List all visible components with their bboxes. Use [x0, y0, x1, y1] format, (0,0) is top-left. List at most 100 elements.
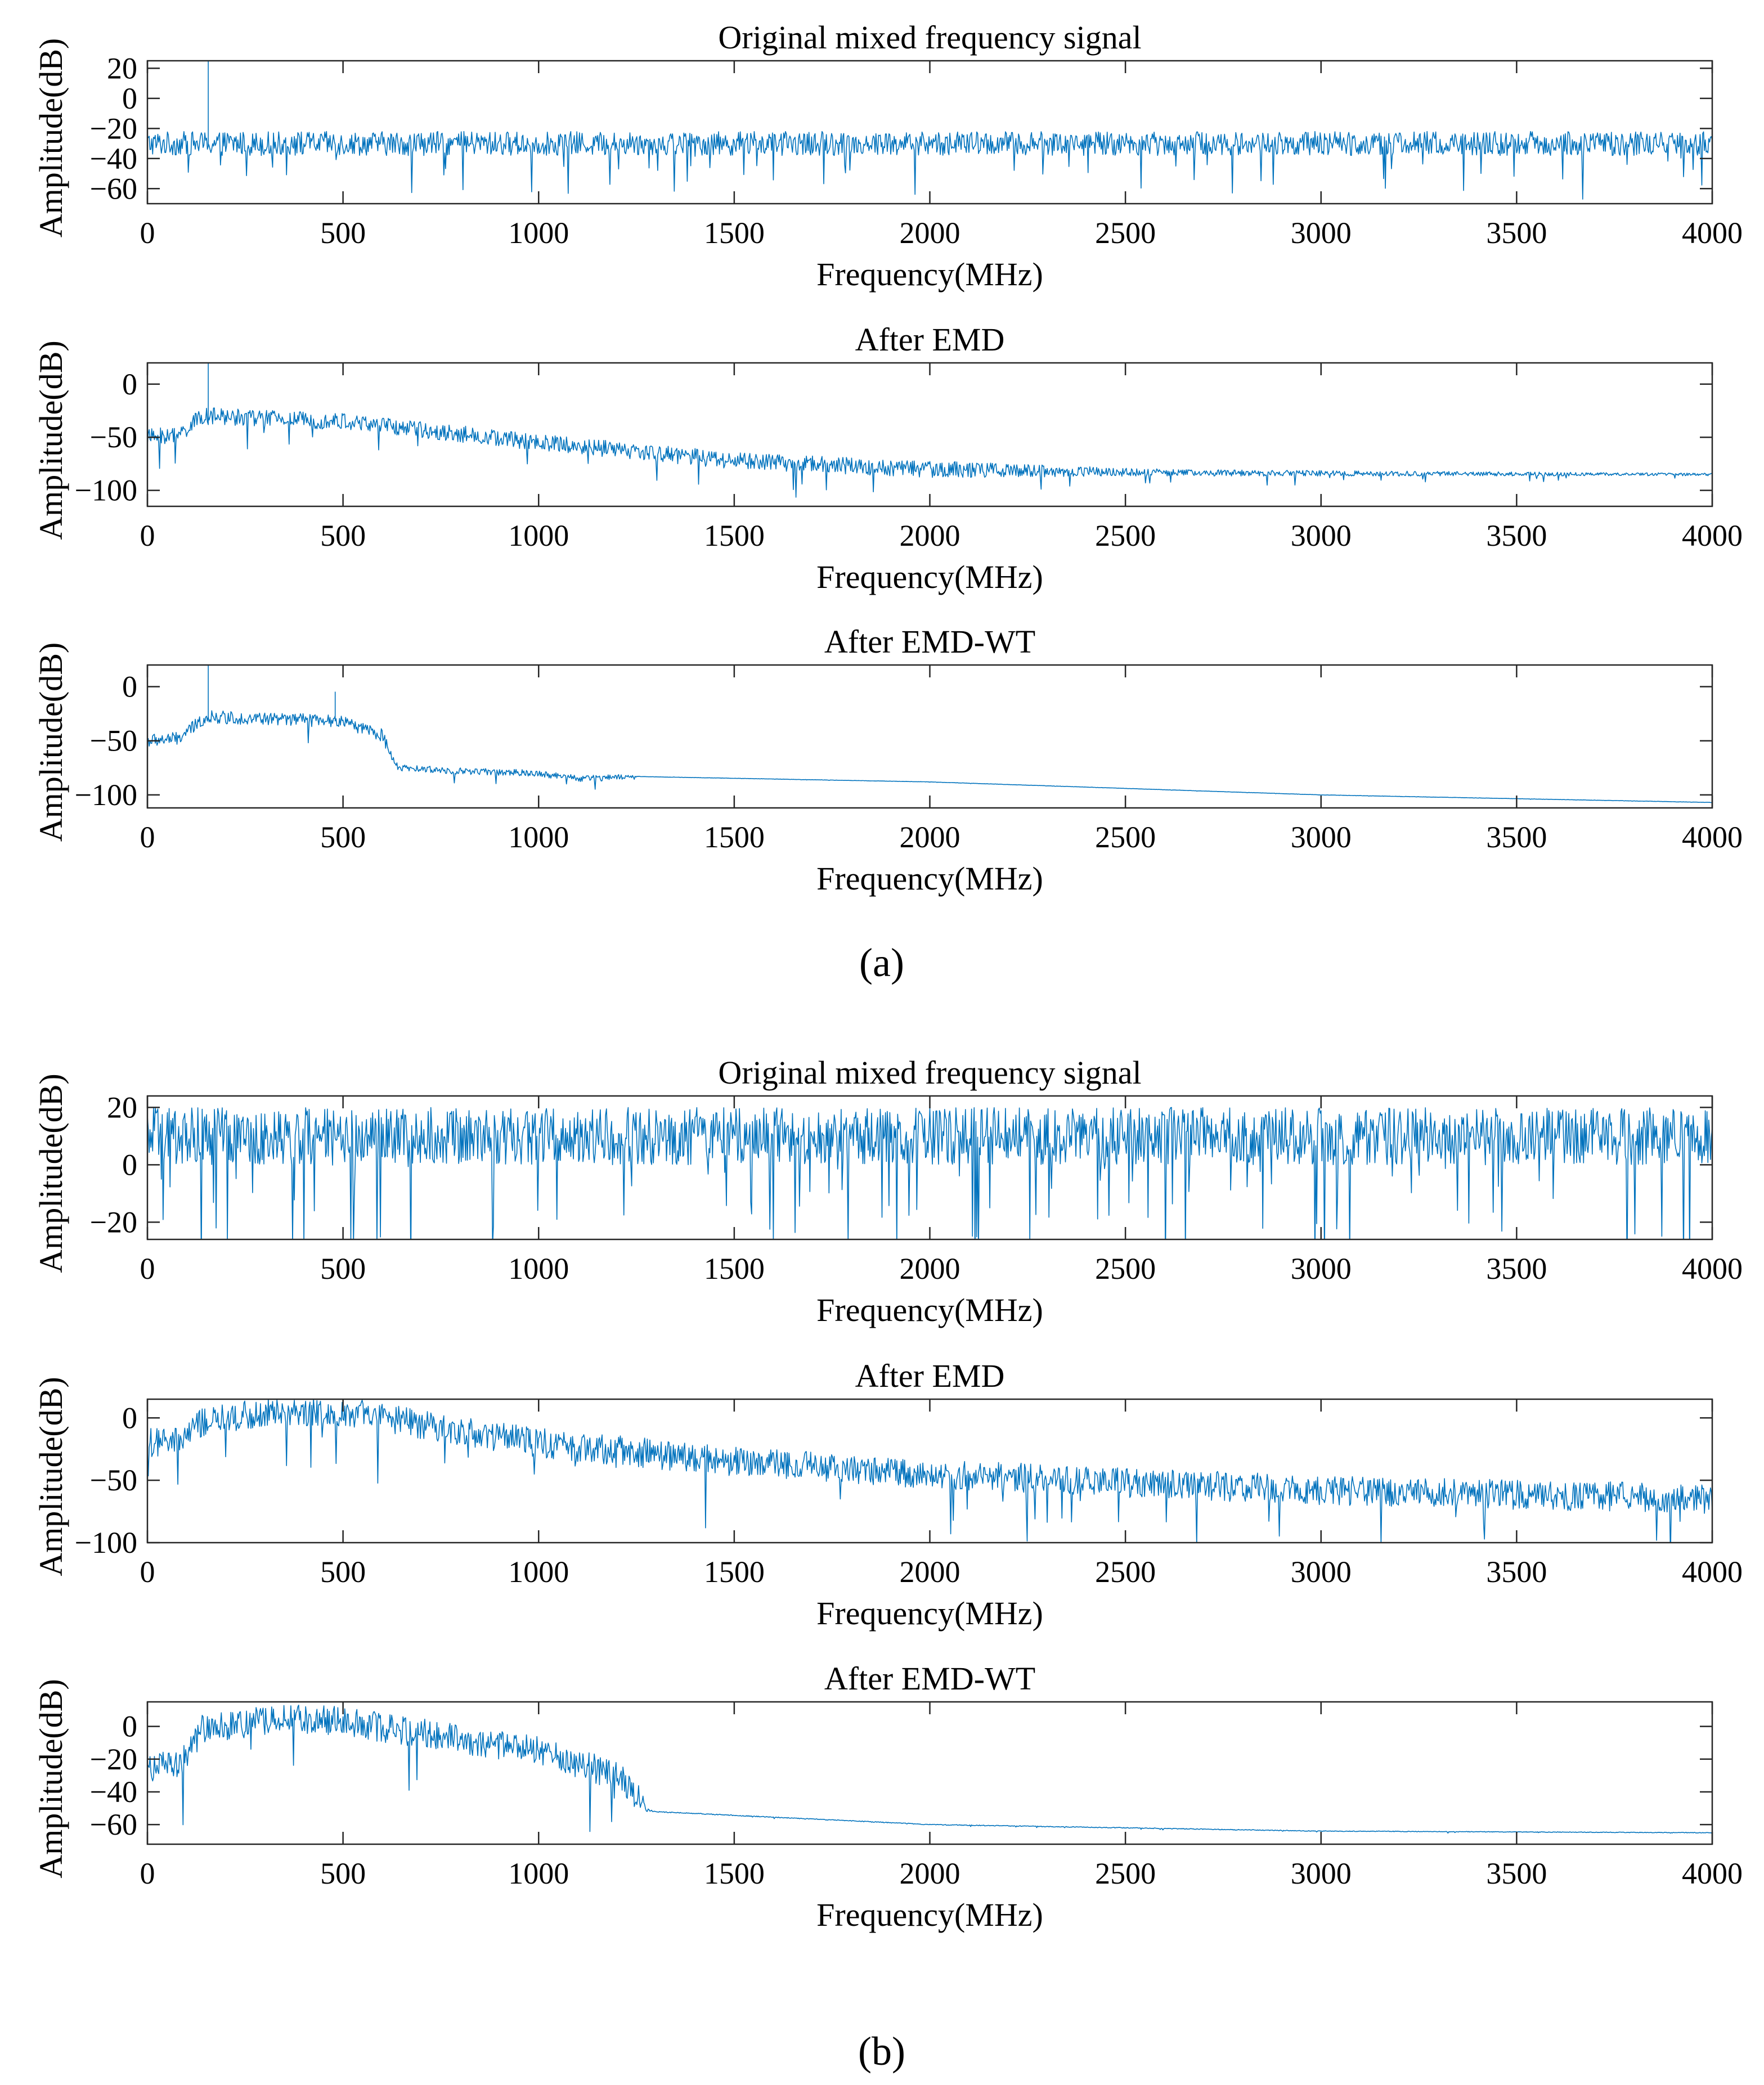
x-tick-label: 4000 — [1682, 1857, 1743, 1890]
chart-title: Original mixed frequency signal — [718, 1054, 1141, 1091]
chart-b1: Original mixed frequency signal 0 500 1000 1… — [33, 1054, 1743, 1328]
x-tick-label: 1000 — [508, 820, 569, 854]
plot-frame — [146, 1701, 1713, 1845]
panel-label-a: (a) — [859, 940, 904, 985]
chart-a3: After EMD-WT 0 500 1000 1500 2000 2500 3000 3500… — [33, 623, 1743, 897]
x-tick-label: 0 — [140, 1555, 155, 1589]
plot-frame — [146, 1398, 1713, 1544]
x-tick-label: 500 — [320, 519, 366, 552]
series-line-a2 — [147, 363, 1712, 498]
x-tick-label: 2500 — [1095, 216, 1156, 250]
x-tick-label: 4000 — [1682, 1252, 1743, 1286]
series-line-b3 — [147, 1705, 1712, 1834]
x-tick-label: 1500 — [704, 216, 765, 250]
x-tick-label: 3000 — [1291, 1857, 1352, 1890]
y-tick-label: 0 — [122, 82, 137, 115]
y-tick-label: −40 — [90, 1775, 137, 1809]
x-tick-label: 0 — [140, 820, 155, 854]
x-tick-label: 3500 — [1486, 519, 1547, 552]
y-tick-label: −20 — [90, 1205, 137, 1239]
x-tick-label: 2500 — [1095, 820, 1156, 854]
chart-title: After EMD-WT — [824, 1660, 1035, 1697]
x-tick-label: 1000 — [508, 519, 569, 552]
x-tick-label: 1500 — [704, 519, 765, 552]
y-axis-label: Amplitude(dB) — [33, 642, 69, 842]
x-tick-label: 1500 — [704, 820, 765, 854]
series-line-b1 — [147, 1107, 1712, 1239]
x-tick-label: 0 — [140, 1252, 155, 1286]
x-tick-label: 2000 — [900, 519, 960, 552]
y-axis-label: Amplitude(dB) — [33, 1679, 69, 1878]
y-axis-label: Amplitude(dB) — [33, 1377, 69, 1576]
y-tick-label: 0 — [122, 1710, 137, 1744]
x-axis-label: Frequency(MHz) — [816, 256, 1043, 293]
panel-label-b: (b) — [858, 2029, 905, 2074]
y-tick-label: −50 — [90, 420, 137, 454]
chart-title: After EMD-WT — [824, 623, 1035, 660]
x-tick-label: 2500 — [1095, 1252, 1156, 1286]
x-tick-label: 3500 — [1486, 1252, 1547, 1286]
chart-title: After EMD — [855, 1358, 1005, 1394]
x-tick-label: 500 — [320, 1857, 366, 1890]
x-tick-label: 1500 — [704, 1252, 765, 1286]
y-tick-label: −20 — [90, 1742, 137, 1776]
plot-frame — [146, 362, 1713, 507]
plot-frame — [146, 664, 1713, 809]
x-tick-label: 0 — [140, 1857, 155, 1890]
x-tick-label: 3500 — [1486, 820, 1547, 854]
y-tick-label: 20 — [107, 1090, 137, 1124]
series-line-a3 — [147, 665, 1712, 803]
x-tick-label: 1500 — [704, 1555, 765, 1589]
x-tick-label: 4000 — [1682, 1555, 1743, 1589]
y-tick-label: −40 — [90, 142, 137, 176]
x-tick-label: 3000 — [1291, 1555, 1352, 1589]
x-tick-label: 3500 — [1486, 1857, 1547, 1890]
y-tick-label: 0 — [122, 1401, 137, 1435]
series-line-b2 — [147, 1399, 1712, 1543]
x-tick-label: 2000 — [900, 820, 960, 854]
y-tick-label: −50 — [90, 1463, 137, 1497]
x-axis-label: Frequency(MHz) — [816, 559, 1043, 595]
y-tick-label: −100 — [75, 474, 137, 507]
x-tick-label: 2000 — [900, 1252, 960, 1286]
x-tick-label: 500 — [320, 1555, 366, 1589]
y-tick-label: −20 — [90, 111, 137, 145]
x-tick-label: 4000 — [1682, 519, 1743, 552]
x-tick-label: 4000 — [1682, 216, 1743, 250]
chart-a2: After EMD 0 500 1000 1500 2000 2500 3000 3500 400… — [33, 321, 1743, 595]
x-axis-label: Frequency(MHz) — [816, 1897, 1043, 1933]
x-tick-label: 500 — [320, 216, 366, 250]
x-tick-label: 3000 — [1291, 519, 1352, 552]
chart-a1: Original mixed frequency signal 0 500 1000 1… — [33, 19, 1743, 293]
y-axis-label: Amplitude(dB) — [33, 340, 69, 540]
chart-b2: After EMD 0 500 1000 1500 2000 2500 3000 3500 400… — [33, 1358, 1743, 1632]
x-tick-label: 3000 — [1291, 216, 1352, 250]
y-axis-label: Amplitude(dB) — [33, 1073, 69, 1273]
x-tick-label: 2500 — [1095, 519, 1156, 552]
y-tick-label: −60 — [90, 172, 137, 205]
y-tick-label: 0 — [122, 1148, 137, 1181]
x-tick-label: 3500 — [1486, 1555, 1547, 1589]
x-tick-label: 2000 — [900, 216, 960, 250]
x-tick-label: 3500 — [1486, 216, 1547, 250]
x-tick-label: 3000 — [1291, 820, 1352, 854]
x-tick-label: 500 — [320, 1252, 366, 1286]
x-axis-label: Frequency(MHz) — [816, 1595, 1043, 1632]
x-tick-label: 1500 — [704, 1857, 765, 1890]
y-tick-label: 20 — [107, 51, 137, 85]
y-tick-label: −100 — [75, 1526, 137, 1560]
x-tick-label: 2500 — [1095, 1857, 1156, 1890]
x-tick-label: 2000 — [900, 1857, 960, 1890]
x-tick-label: 0 — [140, 519, 155, 552]
y-tick-label: −60 — [90, 1808, 137, 1841]
y-tick-label: 0 — [122, 367, 137, 401]
x-tick-label: 500 — [320, 820, 366, 854]
y-axis-label: Amplitude(dB) — [33, 38, 69, 237]
x-tick-label: 4000 — [1682, 820, 1743, 854]
chart-b3: After EMD-WT 0 500 1000 1500 2000 2500 3000 3500… — [33, 1660, 1743, 1933]
x-tick-label: 2000 — [900, 1555, 960, 1589]
y-tick-label: 0 — [122, 669, 137, 703]
x-axis-label: Frequency(MHz) — [816, 1292, 1043, 1328]
x-tick-label: 0 — [140, 216, 155, 250]
x-tick-label: 1000 — [508, 216, 569, 250]
